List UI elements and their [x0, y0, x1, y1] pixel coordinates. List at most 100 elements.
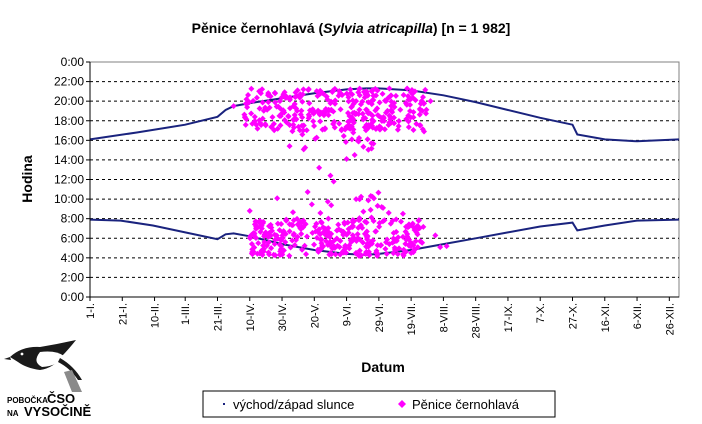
- bird-point: [248, 240, 255, 247]
- bird-point: [327, 172, 334, 179]
- bird-point: [299, 246, 306, 253]
- bird-point: [335, 226, 342, 233]
- bird-point: [270, 251, 277, 258]
- bird-point: [298, 107, 305, 114]
- bird-point: [408, 249, 415, 256]
- bird-point: [412, 97, 419, 104]
- bird-point: [256, 105, 263, 112]
- x-tick-label: 10-IV.: [245, 303, 257, 331]
- chart-title-prefix: Pěnice černohlavá (: [192, 20, 324, 36]
- bird-point: [365, 110, 372, 117]
- bird-point: [293, 236, 300, 243]
- bird-point: [303, 251, 310, 258]
- bird-point: [343, 155, 350, 162]
- bird-point: [370, 118, 377, 125]
- bird-point: [379, 90, 386, 97]
- bird-point: [400, 252, 407, 259]
- bird-point: [368, 214, 375, 221]
- bird-point: [320, 224, 327, 231]
- bird-point: [410, 127, 417, 134]
- bird-point: [432, 232, 439, 239]
- bird-point: [348, 103, 355, 110]
- bird-point: [407, 243, 414, 250]
- bird-point: [370, 140, 377, 147]
- legend-bird-marker: [398, 400, 406, 408]
- bird-points: [230, 85, 450, 259]
- bird-point: [252, 235, 259, 242]
- legend-bird-label: Pěnice černohlavá: [412, 397, 520, 412]
- bird-point: [402, 99, 409, 106]
- bird-point: [342, 242, 349, 249]
- bird-point: [394, 126, 401, 133]
- bird-point: [324, 198, 331, 205]
- bird-point: [272, 99, 279, 106]
- bird-point: [394, 251, 401, 258]
- bird-point: [364, 136, 371, 143]
- bird-point: [360, 116, 367, 123]
- bird-point: [382, 245, 389, 252]
- bird-point: [352, 250, 359, 257]
- bird-point: [289, 222, 296, 229]
- bird-point: [342, 126, 349, 133]
- bird-point: [355, 138, 362, 145]
- bird-point: [265, 249, 272, 256]
- bird-point: [248, 85, 255, 92]
- bird-point: [378, 124, 385, 131]
- bird-point: [242, 114, 249, 121]
- bird-point: [243, 96, 250, 103]
- bird-point: [374, 250, 381, 257]
- x-tick-label: 30-IV.: [277, 303, 289, 331]
- x-tick-label: 10-II.: [150, 303, 162, 328]
- bird-point: [310, 118, 317, 125]
- bird-point: [420, 100, 427, 107]
- bird-point: [353, 196, 360, 203]
- bird-point: [242, 121, 249, 128]
- bird-point: [315, 248, 322, 255]
- bird-point: [369, 193, 376, 200]
- bird-point: [259, 99, 266, 106]
- bird-point: [254, 223, 261, 230]
- bird-point: [363, 234, 370, 241]
- y-tick-label: 20:00: [54, 94, 84, 108]
- bird-point: [391, 244, 398, 251]
- bird-point: [330, 120, 337, 127]
- bird-point: [380, 115, 387, 122]
- bird-point: [340, 133, 347, 140]
- bird-point: [336, 120, 343, 127]
- bird-point: [367, 122, 374, 129]
- bird-point: [356, 86, 363, 93]
- bird-point: [404, 85, 411, 92]
- bird-point: [410, 109, 417, 116]
- bird-point: [316, 164, 323, 171]
- bird-point: [311, 122, 318, 129]
- bird-point: [345, 124, 352, 131]
- x-tick-label: 7-X.: [535, 303, 547, 323]
- bird-point: [325, 215, 332, 222]
- bird-point: [300, 127, 307, 134]
- bird-point: [305, 87, 312, 94]
- x-tick-label: 19-VII.: [406, 303, 418, 335]
- bird-point: [298, 223, 305, 230]
- bird-point: [354, 231, 361, 238]
- bird-point: [349, 223, 356, 230]
- chart-title: Pěnice černohlavá (Sylvia atricapilla) […: [192, 20, 511, 36]
- bird-point: [289, 128, 296, 135]
- bird-point: [367, 206, 374, 213]
- bird-point: [437, 244, 444, 251]
- bird-point: [287, 94, 294, 101]
- bird-point: [416, 122, 423, 129]
- bird-point: [290, 116, 297, 123]
- bird-point: [349, 237, 356, 244]
- bird-point: [370, 97, 377, 104]
- bird-point: [285, 113, 292, 120]
- bird-point: [337, 106, 344, 113]
- y-tick-label: 2:00: [61, 270, 85, 284]
- bird-point: [392, 92, 399, 99]
- chart-title-suffix: ) [n = 1 982]: [433, 20, 510, 36]
- bird-point: [356, 106, 363, 113]
- bird-point: [363, 125, 370, 132]
- bird-point: [404, 233, 411, 240]
- bird-point: [295, 123, 302, 130]
- bird-point: [356, 215, 363, 222]
